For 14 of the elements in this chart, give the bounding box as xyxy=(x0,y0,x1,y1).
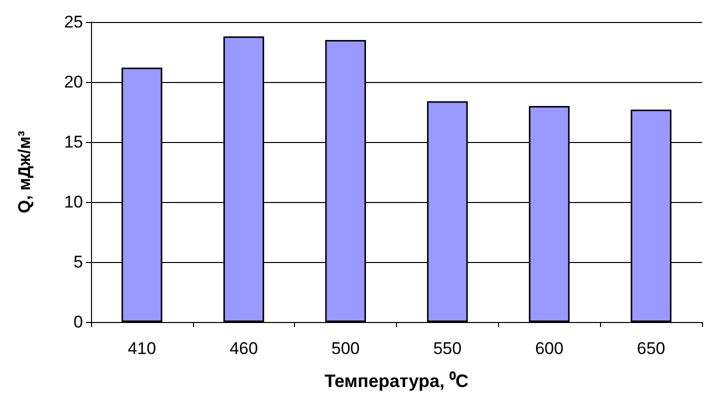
x-tick-label: 550 xyxy=(433,339,462,358)
y-tick-label: 10 xyxy=(64,192,83,212)
y-tick-label: 15 xyxy=(64,132,83,152)
x-tick-label: 600 xyxy=(535,339,564,358)
x-tick-label: 650 xyxy=(636,339,666,358)
y-tick-label: 25 xyxy=(64,12,83,32)
x-tick-label: 500 xyxy=(331,339,360,358)
x-tick-label: 410 xyxy=(128,339,156,358)
y-tick-label: 0 xyxy=(74,312,83,332)
y-axis-title: Q, мДж/м³ xyxy=(15,130,34,214)
y-tick-label: 20 xyxy=(64,72,83,92)
x-tick-label: 460 xyxy=(230,339,258,358)
x-axis-title: Температура, ⁰C xyxy=(324,371,469,391)
y-tick-label: 5 xyxy=(74,252,83,272)
